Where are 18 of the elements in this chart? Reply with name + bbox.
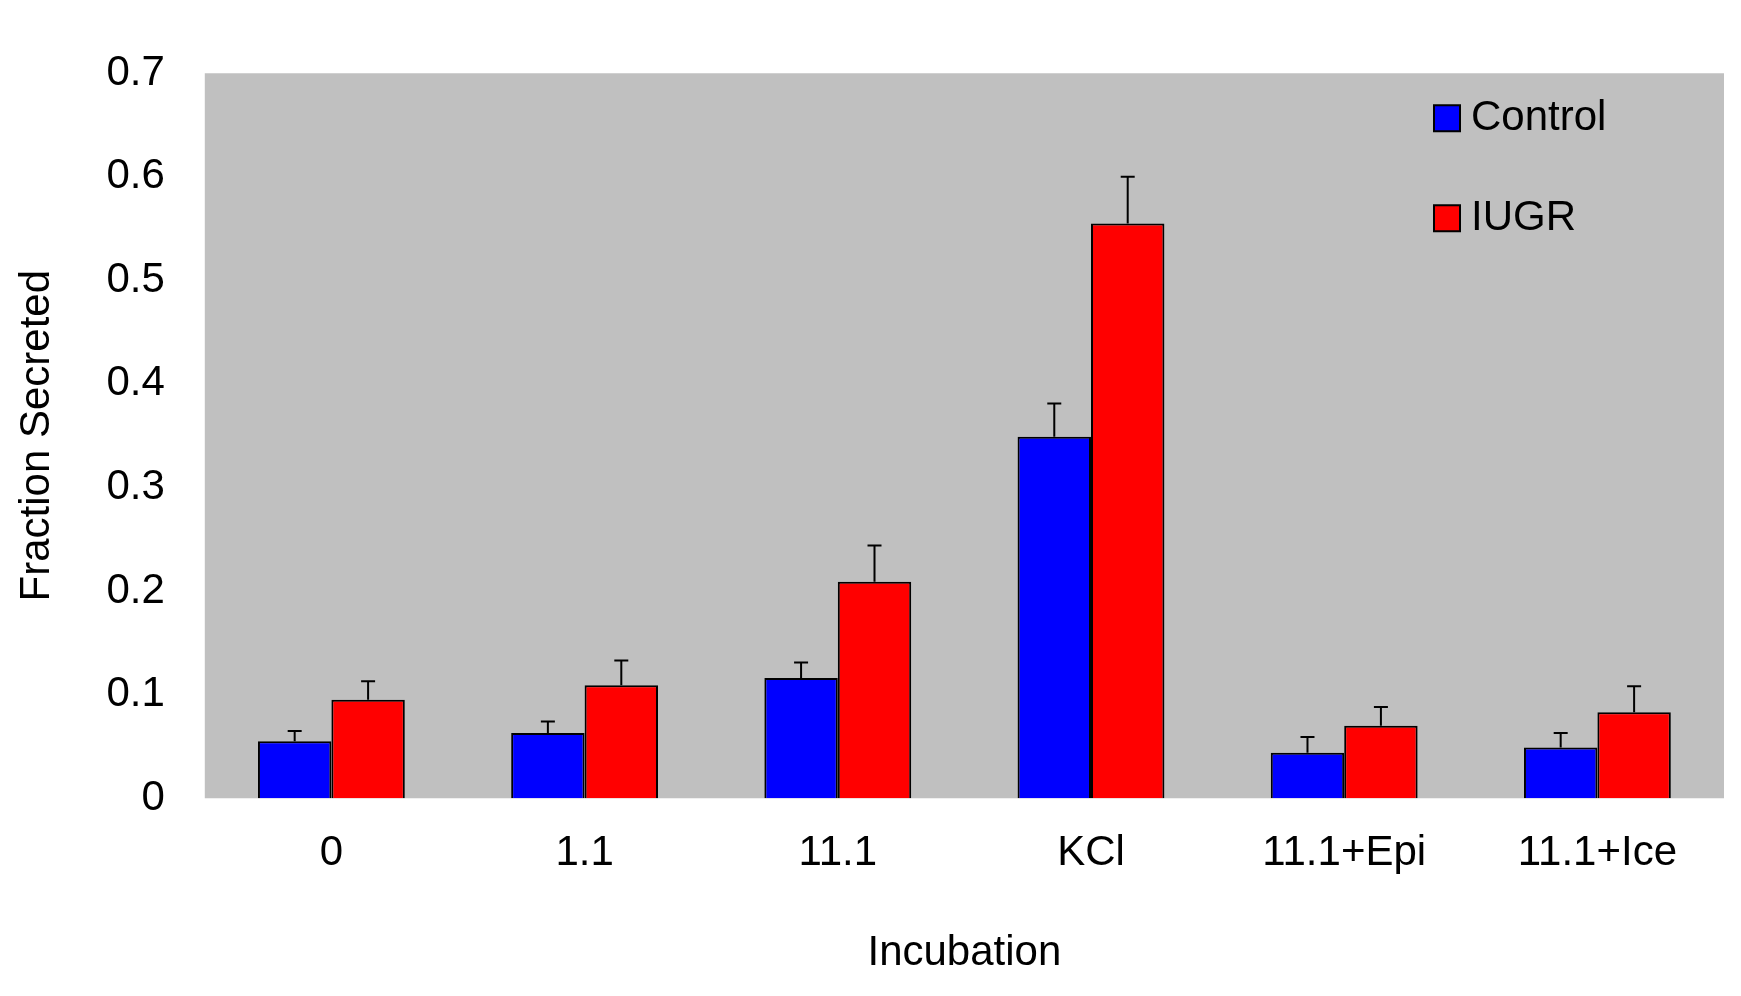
y-tick-label: 0.1 bbox=[106, 668, 165, 716]
legend-label: Control bbox=[1471, 91, 1607, 139]
x-tick-label: 11.1+Epi bbox=[1262, 826, 1427, 874]
x-tick-label: 1.1 bbox=[555, 826, 614, 874]
legend-label: IUGR bbox=[1471, 191, 1576, 239]
y-tick-label: 0.4 bbox=[106, 357, 165, 405]
y-tick-label: 0.3 bbox=[106, 461, 165, 509]
y-tick-label: 0.5 bbox=[106, 253, 165, 301]
x-tick-label: KCl bbox=[1057, 826, 1125, 874]
y-axis-title: Fraction Secreted bbox=[10, 269, 58, 602]
x-tick-label: 0 bbox=[319, 826, 344, 874]
y-tick-label: 0.7 bbox=[106, 46, 165, 94]
y-tick-label: 0.2 bbox=[106, 564, 165, 612]
x-tick-label: 11.1+Ice bbox=[1517, 826, 1677, 874]
x-axis-title: Incubation bbox=[867, 927, 1062, 975]
x-tick-label: 11.1 bbox=[798, 826, 878, 874]
y-tick-label: 0 bbox=[141, 771, 165, 819]
y-tick-label: 0.6 bbox=[106, 150, 165, 198]
